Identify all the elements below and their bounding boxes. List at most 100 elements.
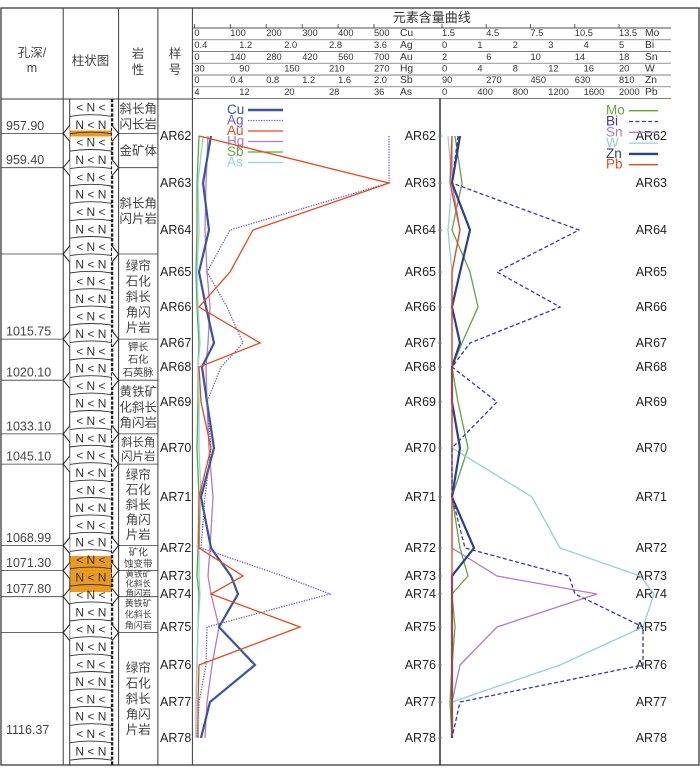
svg-text:斜长角: 斜长角 (121, 436, 155, 449)
svg-text:性: 性 (132, 63, 145, 77)
svg-text:岩: 岩 (132, 46, 145, 61)
svg-text:< N <: < N < (76, 588, 105, 602)
svg-text:0.4: 0.4 (230, 75, 243, 85)
svg-text:270: 270 (374, 64, 390, 74)
svg-text:AR71: AR71 (636, 490, 667, 504)
svg-text:黄铁矿: 黄铁矿 (125, 598, 152, 609)
svg-text:斜长角: 斜长角 (119, 102, 157, 116)
svg-text:N < N: N < N (75, 571, 106, 585)
svg-text:20: 20 (284, 87, 294, 97)
svg-text:< N <: < N < (76, 484, 105, 498)
svg-text:Mo: Mo (645, 28, 660, 39)
svg-text:As: As (227, 155, 243, 170)
svg-text:< N <: < N < (76, 623, 105, 637)
svg-text:斜长: 斜长 (126, 692, 152, 706)
svg-text:AR76: AR76 (160, 658, 191, 672)
svg-text:石化: 石化 (126, 483, 152, 497)
svg-text:12: 12 (239, 87, 249, 97)
svg-text:AR75: AR75 (636, 620, 667, 634)
svg-text:1: 1 (477, 40, 482, 50)
svg-text:N < N: N < N (75, 536, 106, 550)
svg-text:28: 28 (329, 87, 339, 97)
svg-text:7.5: 7.5 (531, 28, 544, 38)
svg-text:13.5: 13.5 (619, 28, 637, 38)
svg-text:化斜长: 化斜长 (119, 400, 157, 414)
svg-text:12: 12 (548, 64, 558, 74)
svg-text:AR65: AR65 (160, 265, 191, 279)
svg-text:N < N: N < N (75, 257, 106, 271)
svg-text:1116.37: 1116.37 (6, 723, 49, 737)
svg-text:150: 150 (284, 64, 300, 74)
svg-text:400: 400 (477, 87, 493, 97)
svg-text:4: 4 (584, 40, 589, 50)
svg-text:AR73: AR73 (160, 569, 191, 583)
svg-text:3: 3 (548, 40, 553, 50)
svg-text:AR77: AR77 (636, 695, 667, 709)
svg-text:AR69: AR69 (636, 395, 667, 409)
svg-text:30: 30 (194, 64, 204, 74)
svg-text:3.6: 3.6 (374, 40, 387, 50)
svg-text:< N <: < N < (76, 101, 105, 115)
svg-text:< N <: < N < (76, 240, 105, 254)
svg-text:Sn: Sn (645, 52, 658, 63)
svg-text:孔深/: 孔深/ (18, 46, 47, 60)
svg-text:AR70: AR70 (160, 441, 191, 455)
svg-text:AR72: AR72 (160, 541, 191, 555)
svg-text:< N <: < N < (76, 553, 105, 567)
svg-text:AR66: AR66 (160, 300, 191, 314)
svg-text:1200: 1200 (548, 87, 569, 97)
svg-text:金矿体: 金矿体 (119, 143, 157, 158)
svg-text:0: 0 (194, 75, 199, 85)
svg-text:20: 20 (619, 64, 629, 74)
svg-text:石化: 石化 (126, 677, 152, 691)
svg-text:AR75: AR75 (405, 620, 436, 634)
svg-text:AR69: AR69 (160, 395, 191, 409)
svg-text:AR63: AR63 (160, 176, 191, 190)
svg-text:1077.80: 1077.80 (6, 582, 51, 596)
svg-text:4.5: 4.5 (486, 28, 499, 38)
svg-text:< N <: < N < (76, 692, 105, 706)
svg-text:Ag: Ag (400, 40, 413, 51)
svg-text:1071.30: 1071.30 (6, 556, 51, 570)
svg-text:AR73: AR73 (405, 569, 436, 583)
svg-text:AR72: AR72 (636, 541, 667, 555)
svg-text:AR65: AR65 (636, 265, 667, 279)
svg-text:AR64: AR64 (405, 223, 436, 237)
svg-text:18: 18 (619, 52, 629, 62)
svg-text:810: 810 (619, 75, 635, 85)
svg-text:Pb: Pb (645, 87, 658, 98)
svg-text:AR78: AR78 (160, 731, 191, 745)
svg-text:AR63: AR63 (405, 176, 436, 190)
svg-text:Pb: Pb (606, 157, 623, 172)
svg-text:1.6: 1.6 (338, 75, 351, 85)
svg-text:AR71: AR71 (160, 490, 191, 504)
svg-text:1.2: 1.2 (239, 40, 252, 50)
svg-text:石化: 石化 (126, 274, 152, 288)
svg-text:AR71: AR71 (405, 490, 436, 504)
svg-text:号: 号 (169, 63, 182, 77)
svg-text:2000: 2000 (619, 87, 640, 97)
svg-text:AR70: AR70 (636, 441, 667, 455)
svg-text:斜长: 斜长 (126, 498, 152, 512)
svg-text:< N <: < N < (76, 414, 105, 428)
svg-text:700: 700 (374, 52, 390, 62)
svg-text:0: 0 (442, 87, 447, 97)
svg-text:AR66: AR66 (636, 300, 667, 314)
svg-text:800: 800 (513, 87, 529, 97)
svg-text:210: 210 (329, 64, 345, 74)
svg-text:1020.10: 1020.10 (6, 366, 51, 380)
svg-text:AR74: AR74 (636, 587, 667, 601)
svg-text:元素含量曲线: 元素含量曲线 (393, 10, 471, 25)
svg-text:5: 5 (619, 40, 624, 50)
svg-text:560: 560 (338, 52, 354, 62)
svg-text:< N <: < N < (76, 205, 105, 219)
svg-text:< N <: < N < (76, 344, 105, 358)
svg-text:100: 100 (230, 28, 246, 38)
svg-text:1033.10: 1033.10 (6, 419, 51, 433)
svg-text:绿帘: 绿帘 (126, 660, 151, 675)
svg-text:AR62: AR62 (405, 129, 436, 143)
svg-text:AR77: AR77 (160, 695, 191, 709)
svg-text:AR67: AR67 (405, 336, 436, 350)
svg-text:1068.99: 1068.99 (6, 531, 51, 545)
svg-text:AR68: AR68 (160, 360, 191, 374)
